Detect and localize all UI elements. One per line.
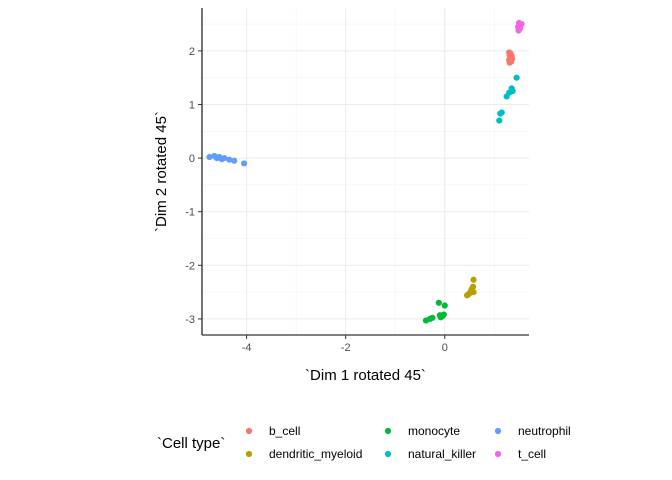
legend-label: neutrophil bbox=[518, 424, 571, 438]
point-natural_killer bbox=[496, 117, 503, 124]
legend-item-dendritic_myeloid: dendritic_myeloid bbox=[245, 447, 362, 461]
point-natural_killer bbox=[513, 74, 520, 81]
legend: `Cell type` b_cell dendritic_myeloid monoc… bbox=[157, 424, 571, 461]
legend-title: `Cell type` bbox=[157, 435, 225, 452]
legend-label: t_cell bbox=[518, 447, 546, 461]
point-natural_killer bbox=[497, 110, 504, 117]
point-t_cell bbox=[516, 24, 523, 31]
point-monocyte bbox=[441, 302, 448, 309]
point-neutrophil bbox=[226, 156, 233, 163]
legend-key-t_cell bbox=[494, 450, 502, 458]
point-natural_killer bbox=[503, 93, 510, 100]
legend-item-b_cell: b_cell bbox=[245, 424, 300, 438]
legend-key-natural_killer bbox=[384, 450, 392, 458]
y-tick-label: 0 bbox=[189, 153, 195, 165]
y-tick-label: 1 bbox=[189, 99, 195, 111]
legend-label: b_cell bbox=[269, 424, 300, 438]
legend-item-monocyte: monocyte bbox=[384, 424, 460, 438]
point-dendritic_myeloid bbox=[468, 286, 475, 293]
point-neutrophil bbox=[231, 157, 238, 164]
legend-key-b_cell bbox=[245, 427, 253, 435]
grid bbox=[202, 8, 529, 335]
point-monocyte bbox=[429, 314, 436, 321]
legend-key-monocyte bbox=[384, 427, 392, 435]
legend-item-t_cell: t_cell bbox=[494, 447, 546, 461]
axes: -4 -2 0 -3 -2 -1 0 1 2 bbox=[185, 8, 529, 354]
x-axis-title: `Dim 1 rotated 45` bbox=[305, 367, 426, 384]
x-tick-label: -4 bbox=[242, 342, 252, 354]
point-neutrophil bbox=[221, 154, 228, 162]
point-neutrophil bbox=[206, 153, 213, 161]
point-dendritic_myeloid bbox=[463, 292, 471, 299]
x-tick-label: -2 bbox=[341, 342, 351, 354]
point-neutrophil bbox=[241, 160, 248, 167]
legend-item-neutrophil: neutrophil bbox=[494, 424, 571, 438]
point-monocyte bbox=[435, 299, 442, 306]
point-b_cell bbox=[506, 59, 513, 66]
point-natural_killer bbox=[509, 87, 516, 95]
y-tick-label: -3 bbox=[185, 314, 195, 326]
data-points bbox=[206, 19, 525, 324]
point-dendritic_myeloid bbox=[470, 276, 477, 283]
point-monocyte bbox=[440, 311, 447, 318]
point-b_cell bbox=[507, 51, 514, 58]
x-tick-label: 0 bbox=[442, 342, 448, 354]
legend-key-dendritic_myeloid bbox=[245, 450, 253, 458]
legend-key-neutrophil bbox=[494, 427, 502, 435]
y-tick-label: -2 bbox=[185, 260, 195, 272]
legend-label: monocyte bbox=[408, 424, 460, 438]
y-tick-label: -1 bbox=[185, 207, 195, 219]
y-axis-title: `Dim 2 rotated 45` bbox=[153, 111, 170, 232]
legend-label: dendritic_myeloid bbox=[269, 447, 362, 461]
legend-label: natural_killer bbox=[408, 447, 476, 461]
y-tick-label: 2 bbox=[189, 46, 195, 58]
legend-item-natural_killer: natural_killer bbox=[384, 447, 476, 461]
